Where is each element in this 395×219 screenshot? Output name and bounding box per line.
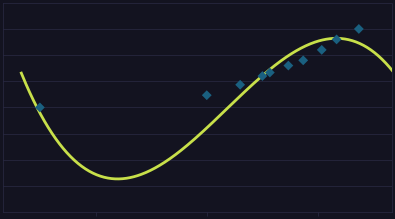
Point bbox=[37, 106, 43, 109]
Point bbox=[285, 64, 292, 67]
Point bbox=[237, 83, 243, 87]
Point bbox=[267, 71, 273, 74]
Point bbox=[333, 38, 340, 41]
Point bbox=[203, 94, 210, 97]
Point bbox=[259, 74, 265, 78]
Point bbox=[319, 48, 325, 52]
Point bbox=[300, 58, 307, 62]
Point bbox=[356, 27, 362, 31]
